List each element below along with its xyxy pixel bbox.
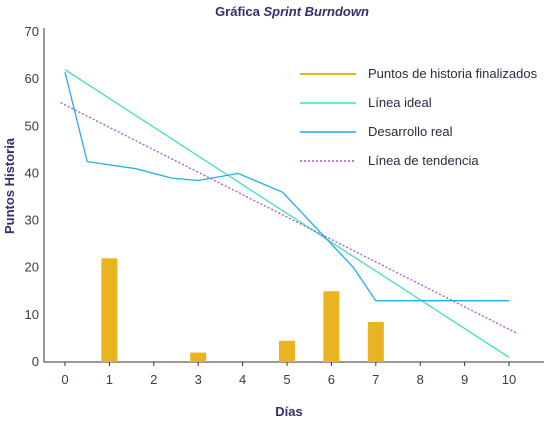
axes: 0 10 20 30 40 50 60 70 0 1 2 3 4 5 6 7 8 9 10 bbox=[25, 24, 544, 387]
legend-label: Línea ideal bbox=[368, 95, 432, 110]
y-tick-label: 40 bbox=[25, 165, 39, 180]
x-tick-label: 8 bbox=[417, 372, 424, 387]
chart-title-prefix: Gráfica bbox=[215, 4, 263, 19]
legend: Puntos de historia finalizados Línea idea… bbox=[300, 66, 538, 168]
x-tick-label: 6 bbox=[328, 372, 335, 387]
y-tick-label: 60 bbox=[25, 71, 39, 86]
legend-label: Línea de tendencia bbox=[368, 153, 479, 168]
x-tick-label: 7 bbox=[372, 372, 379, 387]
legend-label: Puntos de historia finalizados bbox=[368, 66, 538, 81]
y-tick-label: 10 bbox=[25, 307, 39, 322]
bar-day-6 bbox=[323, 291, 340, 362]
y-tick-label: 50 bbox=[25, 118, 39, 133]
series-line-3 bbox=[60, 102, 519, 335]
legend-label: Desarrollo real bbox=[368, 124, 453, 139]
x-tick-label: 5 bbox=[283, 372, 290, 387]
x-tick-label: 0 bbox=[61, 372, 68, 387]
bar-day-7 bbox=[367, 321, 384, 362]
chart-title: Gráfica Sprint Burndown bbox=[215, 4, 369, 19]
x-tick-label: 2 bbox=[150, 372, 157, 387]
series-line-1 bbox=[64, 69, 510, 358]
x-tick-label: 1 bbox=[106, 372, 113, 387]
y-tick-label: 70 bbox=[25, 24, 39, 39]
x-tick-label: 3 bbox=[195, 372, 202, 387]
y-tick-label: 30 bbox=[25, 213, 39, 228]
lines-layer bbox=[60, 69, 519, 358]
series-line-2 bbox=[64, 71, 509, 302]
bar-day-5 bbox=[279, 340, 295, 362]
x-axis-label: Días bbox=[275, 404, 302, 419]
y-tick-label: 20 bbox=[25, 260, 39, 275]
bar-day-1 bbox=[101, 258, 118, 362]
x-tick-label: 10 bbox=[502, 372, 516, 387]
x-tick-label: 4 bbox=[239, 372, 246, 387]
bars-layer bbox=[101, 258, 384, 362]
chart-title-italic: Sprint Burndown bbox=[263, 4, 368, 19]
bar-day-3 bbox=[190, 352, 207, 362]
y-axis-label: Puntos Historia bbox=[2, 137, 17, 234]
y-tick-label: 0 bbox=[32, 354, 39, 369]
x-tick-label: 9 bbox=[461, 372, 468, 387]
